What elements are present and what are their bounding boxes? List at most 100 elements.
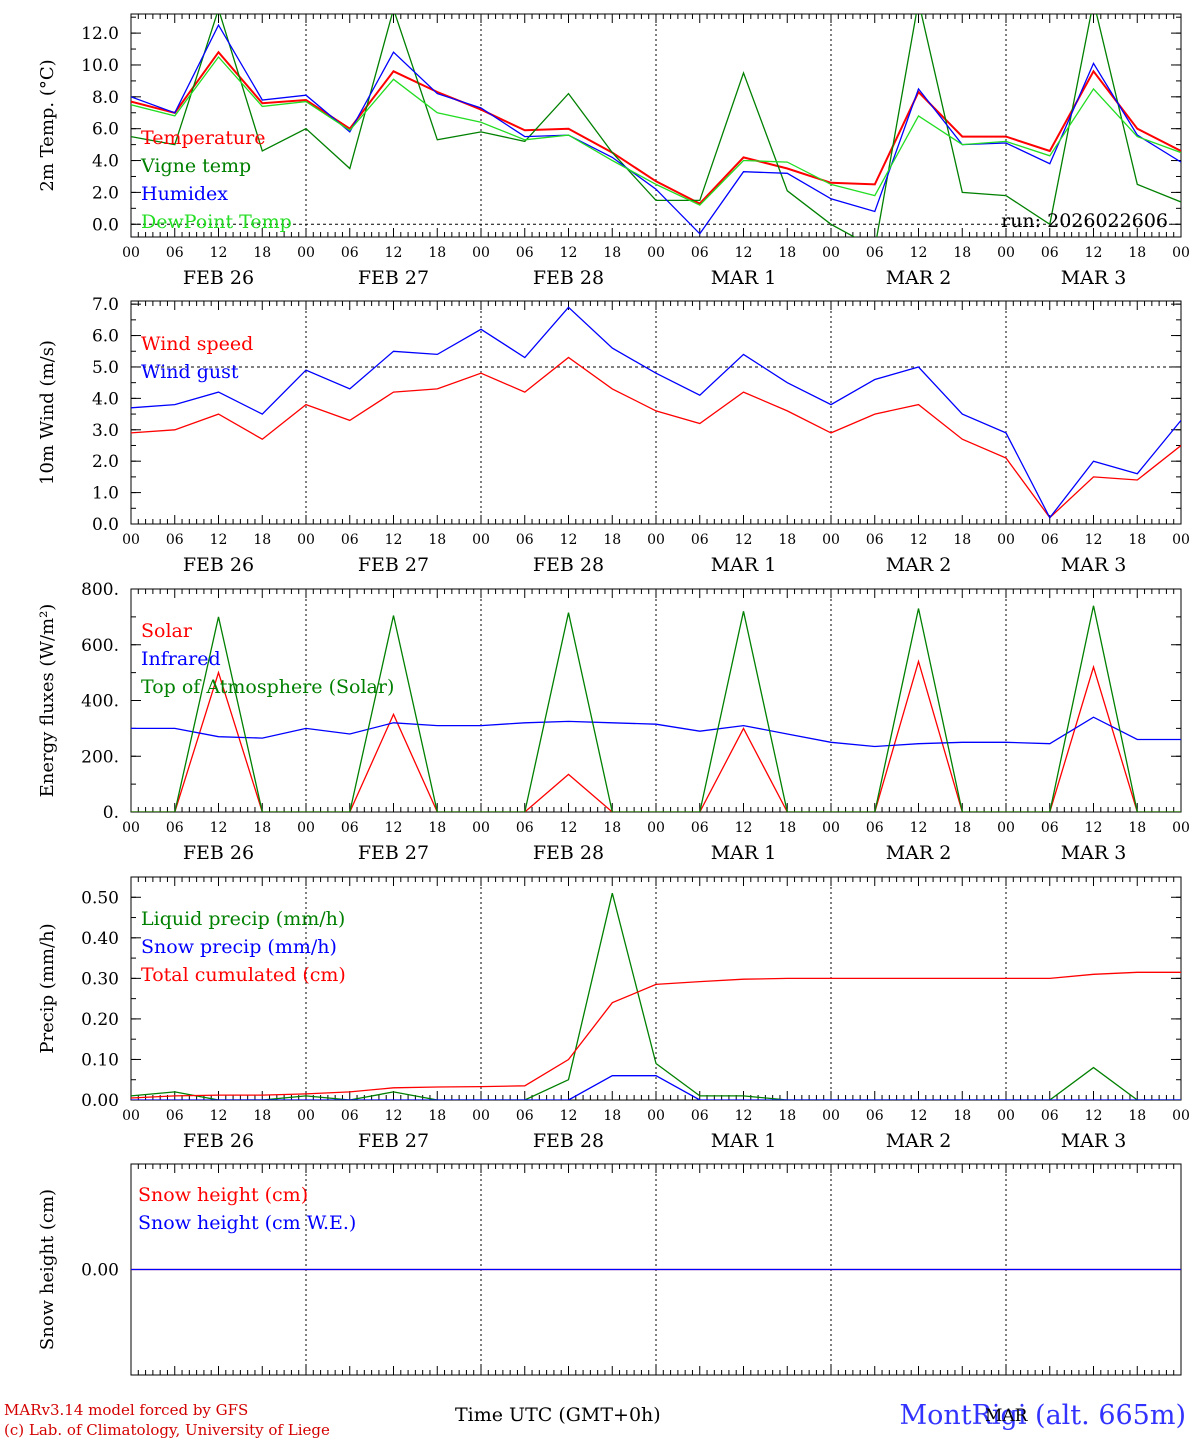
- day-label: FEB 27: [358, 267, 429, 289]
- hour-tick-label: 06: [516, 532, 534, 548]
- legend-entry: Temperature: [141, 127, 265, 149]
- hour-tick-label: 00: [472, 532, 490, 548]
- y-tick-label: 0.10: [81, 1050, 119, 1070]
- y-axis-label: Precip (mm/h): [37, 923, 58, 1053]
- y-tick-label: 800.: [81, 580, 119, 600]
- hour-tick-label: 18: [778, 1108, 796, 1124]
- hour-tick-label: 06: [691, 820, 709, 836]
- y-tick-label: 600.: [81, 636, 119, 656]
- hour-tick-label: 06: [341, 245, 359, 261]
- series-line-total-cumulated-cm-: [131, 971, 1181, 1099]
- run-label: run: 2026022606: [1001, 210, 1168, 232]
- hour-tick-label: 06: [691, 1108, 709, 1124]
- hour-tick-label: 00: [822, 245, 840, 261]
- day-label: FEB 26: [183, 554, 254, 576]
- y-tick-label: 0.30: [81, 969, 119, 989]
- series-line-vigne-temp: [131, 14, 1181, 237]
- lab-credit: (c) Lab. of Climatology, University of L…: [4, 1421, 330, 1439]
- hour-tick-label: 12: [910, 820, 928, 836]
- legend-entry: Liquid precip (mm/h): [141, 908, 345, 930]
- legend-entry: Solar: [141, 620, 193, 642]
- series-line-wind-gust: [131, 306, 1181, 519]
- hour-tick-label: 18: [603, 245, 621, 261]
- x-axis-title: Time UTC (GMT+0h): [455, 1404, 661, 1426]
- hour-tick-label: 00: [647, 245, 665, 261]
- hour-tick-label: 18: [253, 1108, 271, 1124]
- day-label: FEB 26: [183, 842, 254, 864]
- y-tick-label: 10.0: [81, 56, 119, 76]
- hour-tick-label: 00: [297, 532, 315, 548]
- series-line-snow-precip-mm-h-: [131, 1075, 1181, 1100]
- y-tick-label: 0.00: [81, 1091, 119, 1111]
- hour-tick-label: 00: [997, 1108, 1015, 1124]
- y-tick-label: 8.0: [92, 88, 119, 108]
- hour-tick-label: 12: [735, 1108, 753, 1124]
- hour-tick-label: 18: [1128, 245, 1146, 261]
- hour-tick-label: 06: [516, 245, 534, 261]
- y-tick-label: 3.0: [92, 421, 119, 441]
- day-label: MAR 2: [886, 842, 952, 864]
- hour-tick-label: 06: [166, 1108, 184, 1124]
- hour-tick-label: 00: [122, 1108, 140, 1124]
- y-tick-label: 0.0: [92, 215, 119, 235]
- hour-tick-label: 18: [603, 532, 621, 548]
- y-tick-label: 2.0: [92, 452, 119, 472]
- series-line-humidex: [131, 23, 1181, 235]
- hour-tick-label: 06: [166, 532, 184, 548]
- hour-tick-label: 00: [822, 820, 840, 836]
- y-tick-label: 4.0: [92, 389, 119, 409]
- y-tick-label: 400.: [81, 692, 119, 712]
- legend-entry: DewPoint Temp: [141, 211, 292, 233]
- hour-tick-label: 06: [166, 245, 184, 261]
- day-label: FEB 26: [183, 1130, 254, 1152]
- hour-tick-label: 18: [1128, 1108, 1146, 1124]
- hour-tick-label: 12: [385, 1108, 403, 1124]
- hour-tick-label: 06: [691, 245, 709, 261]
- hour-tick-label: 00: [647, 1108, 665, 1124]
- y-tick-label: 6.0: [92, 120, 119, 140]
- series-line-top-of-atmosphere-solar-: [131, 605, 1181, 812]
- y-tick-label: 12.0: [81, 24, 119, 44]
- hour-tick-label: 00: [1172, 532, 1190, 548]
- y-tick-label: 0.40: [81, 929, 119, 949]
- day-label: MAR 1: [711, 554, 777, 576]
- hour-tick-label: 18: [953, 245, 971, 261]
- hour-tick-label: 00: [297, 820, 315, 836]
- hour-tick-label: 06: [516, 820, 534, 836]
- series-line-dewpoint-temp: [131, 55, 1181, 206]
- hour-tick-label: 06: [866, 245, 884, 261]
- hour-tick-label: 00: [647, 532, 665, 548]
- day-label: MAR 3: [1061, 1130, 1127, 1152]
- day-label: MAR 1: [711, 842, 777, 864]
- hour-tick-label: 12: [560, 1108, 578, 1124]
- y-tick-label: 0.0: [92, 515, 119, 535]
- hour-tick-label: 12: [210, 245, 228, 261]
- hour-tick-label: 06: [341, 532, 359, 548]
- legend-entry: Wind gust: [141, 361, 239, 383]
- series-line-liquid-precip-mm-h-: [131, 893, 1181, 1100]
- legend-entry: Humidex: [141, 183, 228, 205]
- legend-entry: Snow height (cm): [138, 1184, 308, 1206]
- hour-tick-label: 12: [560, 820, 578, 836]
- day-label: MAR 1: [711, 267, 777, 289]
- hour-tick-label: 00: [122, 245, 140, 261]
- hour-tick-label: 18: [603, 1108, 621, 1124]
- hour-tick-label: 12: [735, 245, 753, 261]
- hour-tick-label: 00: [997, 532, 1015, 548]
- hour-tick-label: 06: [1041, 245, 1059, 261]
- hour-tick-label: 18: [1128, 532, 1146, 548]
- hour-tick-label: 00: [122, 820, 140, 836]
- hour-tick-label: 00: [647, 820, 665, 836]
- y-tick-label: 0.20: [81, 1010, 119, 1030]
- overlap-day-label: MAR: [985, 1406, 1028, 1426]
- hour-tick-label: 12: [910, 245, 928, 261]
- y-tick-label: 7.0: [92, 295, 119, 315]
- hour-tick-label: 12: [210, 820, 228, 836]
- hour-tick-label: 06: [341, 820, 359, 836]
- y-axis-label: 2m Temp. (°C): [37, 59, 58, 191]
- day-label: FEB 28: [533, 554, 604, 576]
- hour-tick-label: 06: [691, 532, 709, 548]
- hour-tick-label: 00: [122, 532, 140, 548]
- hour-tick-label: 18: [1128, 820, 1146, 836]
